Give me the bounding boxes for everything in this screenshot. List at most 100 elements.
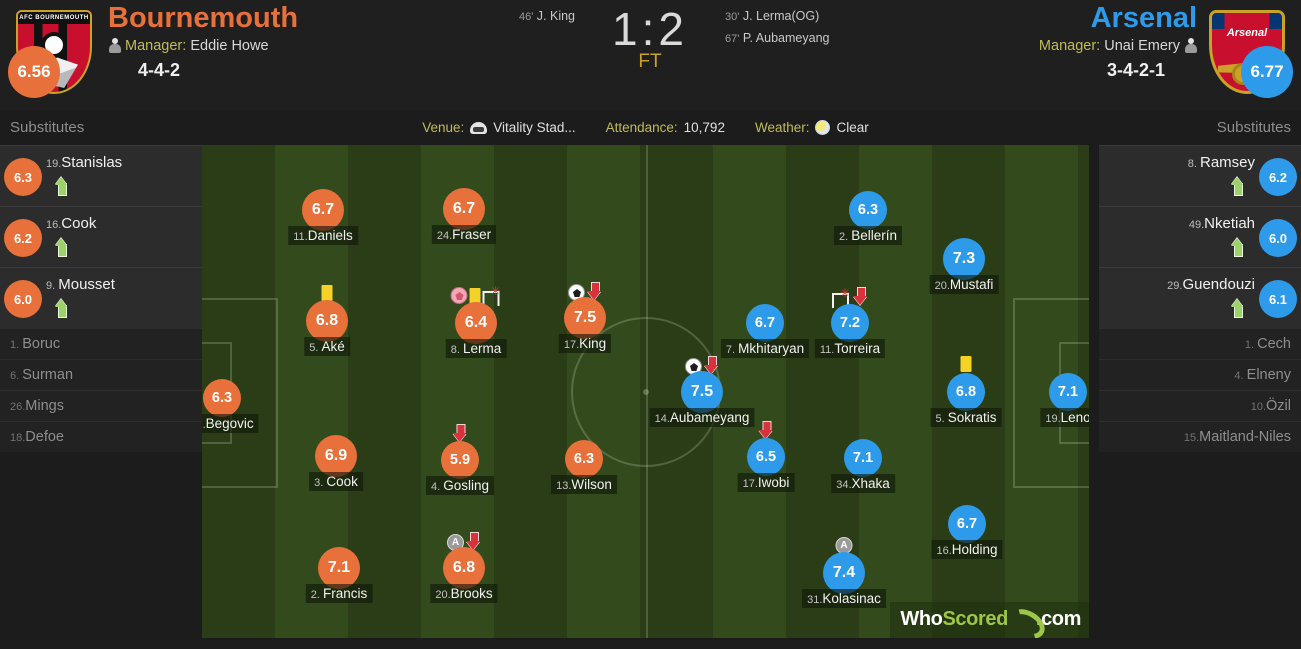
- player-rating[interactable]: 6.8: [306, 300, 348, 342]
- player-rating[interactable]: 7.5: [681, 371, 723, 413]
- sub-rating: 6.2: [1259, 158, 1297, 196]
- sub-off-arrow-icon: [853, 287, 868, 306]
- player-rating[interactable]: 7.5: [564, 297, 606, 339]
- bench-number: 6.: [10, 370, 23, 382]
- player-label[interactable]: 2. Francis: [305, 584, 373, 603]
- player-label[interactable]: 34.Xhaka: [831, 474, 895, 493]
- player-rating[interactable]: 6.7: [302, 189, 344, 231]
- sub-name[interactable]: 9. Mousset: [46, 276, 115, 293]
- bench-name[interactable]: Özil: [1266, 398, 1291, 414]
- home-bench-row[interactable]: 1. Boruc: [0, 328, 202, 359]
- player-label[interactable]: 7. Mkhitaryan: [720, 339, 810, 358]
- away-sub-row[interactable]: 6.0 49.Nketiah: [1099, 206, 1301, 267]
- player-rating[interactable]: 6.8: [947, 373, 985, 411]
- away-bench-row[interactable]: 10.Özil: [1099, 390, 1301, 421]
- away-bench-row[interactable]: 15.Maitland-Niles: [1099, 421, 1301, 452]
- player-rating[interactable]: 7.4: [823, 552, 865, 594]
- player-rating[interactable]: 6.5: [747, 438, 785, 476]
- bench-name[interactable]: Defoe: [25, 429, 64, 445]
- sub-name[interactable]: 8. Ramsey: [1187, 154, 1255, 171]
- player-label[interactable]: 8. Lerma: [445, 339, 507, 358]
- home-manager-name[interactable]: Eddie Howe: [190, 38, 269, 54]
- player-rating[interactable]: 7.2: [831, 304, 869, 342]
- player-rating[interactable]: 5.9: [441, 441, 479, 479]
- away-sub-row[interactable]: 6.2 8. Ramsey: [1099, 145, 1301, 206]
- player-rating[interactable]: 6.3: [203, 379, 241, 417]
- sub-name[interactable]: 49.Nketiah: [1188, 215, 1255, 232]
- player-label[interactable]: 4. Gosling: [425, 476, 495, 495]
- player-label[interactable]: 2. Bellerín: [833, 226, 903, 245]
- bench-name[interactable]: Elneny: [1246, 367, 1291, 383]
- player-label[interactable]: 17.King: [558, 334, 612, 353]
- player-label[interactable]: 5. Aké: [304, 337, 350, 356]
- away-bench-row[interactable]: 4. Elneny: [1099, 359, 1301, 390]
- home-team-block[interactable]: AFC BOURNEMOUTH 6.56 Bournemouth Manager…: [0, 0, 470, 110]
- player-label[interactable]: 16.Holding: [931, 540, 1003, 559]
- sub-on-arrow-icon: [1231, 177, 1244, 196]
- assist-icon: [482, 285, 502, 306]
- player-label[interactable]: 5. Sokratis: [930, 408, 1002, 427]
- player-rating[interactable]: 6.9: [315, 435, 357, 477]
- home-team-name[interactable]: Bournemouth: [108, 2, 299, 34]
- weather-info: Weather: Clear: [755, 120, 869, 135]
- player-label[interactable]: 31.Kolasinac: [802, 589, 886, 608]
- home-sub-row[interactable]: 6.3 19.Stanislas: [0, 145, 202, 206]
- sub-rating: 6.3: [4, 158, 42, 196]
- bench-name[interactable]: Surman: [22, 367, 74, 383]
- sub-number: 19.: [46, 158, 62, 170]
- sub-name[interactable]: 29.Guendouzi: [1167, 276, 1255, 293]
- player-rating[interactable]: 6.7: [948, 505, 986, 543]
- player-rating[interactable]: 6.7: [443, 188, 485, 230]
- goal-minute: 67': [725, 33, 740, 45]
- away-crest-wrap[interactable]: Arsenal 6.77: [1201, 8, 1293, 100]
- player-rating[interactable]: 6.8: [443, 547, 485, 589]
- home-sub-row[interactable]: 6.2 16.Cook: [0, 206, 202, 267]
- home-bench-row[interactable]: 6. Surman: [0, 359, 202, 390]
- home-bench-row[interactable]: 18.Defoe: [0, 421, 202, 452]
- player-rating[interactable]: 7.1: [844, 439, 882, 477]
- away-sub-row[interactable]: 6.1 29.Guendouzi: [1099, 267, 1301, 328]
- score-separator: :: [641, 3, 659, 55]
- player-rating[interactable]: 6.7: [746, 304, 784, 342]
- sub-name[interactable]: 16.Cook: [46, 215, 97, 232]
- player-label[interactable]: 13.Wilson: [551, 475, 617, 494]
- venue-value[interactable]: Vitality Stad...: [493, 120, 576, 135]
- venue-info[interactable]: Venue: Vitality Stad...: [422, 120, 575, 135]
- player-label[interactable]: 14.Aubameyang: [649, 408, 755, 427]
- home-sub-row[interactable]: 6.0 9. Mousset: [0, 267, 202, 328]
- sub-number: 8.: [1187, 158, 1200, 170]
- player-rating[interactable]: 6.3: [849, 191, 887, 229]
- player-label[interactable]: 19.Leno: [1040, 408, 1089, 427]
- player-number: 20.: [934, 280, 950, 292]
- bench-name[interactable]: Mings: [25, 398, 64, 414]
- match-status: FT: [638, 51, 662, 72]
- player-rating[interactable]: 6.3: [565, 440, 603, 478]
- player-label[interactable]: 3. Cook: [309, 472, 363, 491]
- player-label[interactable]: 27.Begovic: [202, 414, 259, 433]
- goal-scorer: J. King: [536, 9, 575, 23]
- score-line: 1:2: [585, 2, 715, 56]
- player-rating[interactable]: 7.1: [318, 547, 360, 589]
- sub-name[interactable]: 19.Stanislas: [46, 154, 123, 171]
- player-label[interactable]: 24.Fraser: [431, 225, 497, 244]
- player-label[interactable]: 11.Daniels: [288, 226, 358, 245]
- player-label[interactable]: 20.Brooks: [430, 584, 498, 603]
- bench-name[interactable]: Boruc: [22, 336, 61, 352]
- home-crest-wrap[interactable]: AFC BOURNEMOUTH 6.56: [8, 8, 100, 100]
- bench-name[interactable]: Maitland-Niles: [1199, 429, 1291, 445]
- away-manager-name[interactable]: Unai Emery: [1104, 38, 1180, 54]
- player-rating[interactable]: 7.1: [1049, 373, 1087, 411]
- player-label[interactable]: 20.Mustafi: [929, 275, 999, 294]
- player-rating[interactable]: 7.3: [943, 238, 985, 280]
- bench-name[interactable]: Cech: [1257, 336, 1291, 352]
- bench-number: 10.: [1250, 401, 1267, 413]
- away-team-name[interactable]: Arsenal: [1090, 2, 1197, 34]
- player-label[interactable]: 17.Iwobi: [737, 473, 795, 492]
- away-formation: 3-4-2-1: [1106, 60, 1165, 80]
- player-number: 31.: [807, 594, 823, 606]
- away-team-block[interactable]: Arsenal 6.77 Arsenal Manager: Unai Emery…: [831, 0, 1301, 110]
- away-bench-row[interactable]: 1. Cech: [1099, 328, 1301, 359]
- player-label[interactable]: 11.Torreira: [814, 339, 886, 358]
- home-bench-row[interactable]: 26.Mings: [0, 390, 202, 421]
- player-rating[interactable]: 6.4: [455, 302, 497, 344]
